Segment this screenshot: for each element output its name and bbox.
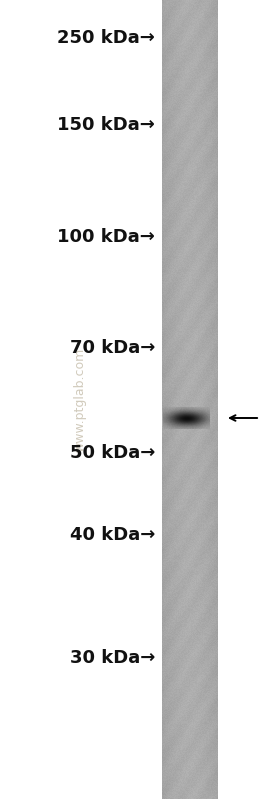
Text: 30 kDa→: 30 kDa→ <box>70 649 155 667</box>
Text: 50 kDa→: 50 kDa→ <box>70 444 155 462</box>
Text: 70 kDa→: 70 kDa→ <box>70 339 155 357</box>
Text: www.ptglab.com: www.ptglab.com <box>73 348 87 452</box>
Text: 150 kDa→: 150 kDa→ <box>57 116 155 134</box>
Text: 40 kDa→: 40 kDa→ <box>70 526 155 544</box>
Text: 100 kDa→: 100 kDa→ <box>57 228 155 246</box>
Text: 250 kDa→: 250 kDa→ <box>57 29 155 47</box>
